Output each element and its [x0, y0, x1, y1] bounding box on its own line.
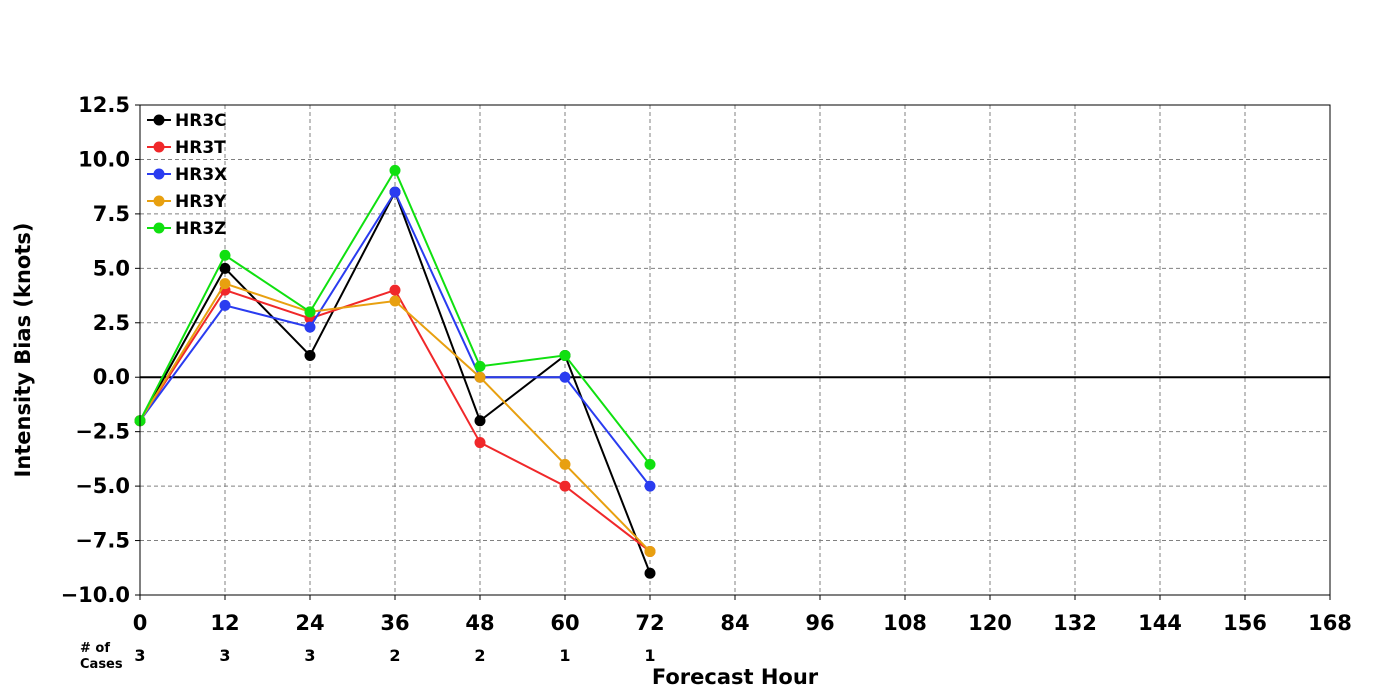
y-axis-title: Intensity Bias (knots) — [11, 223, 35, 478]
y-tick-label: 5.0 — [93, 256, 130, 280]
y-tick-label: −7.5 — [75, 529, 130, 553]
x-tick-label: 84 — [720, 611, 749, 635]
x-tick-label: 0 — [133, 611, 148, 635]
y-tick-label: 12.5 — [78, 93, 130, 117]
y-tick-label: −10.0 — [61, 583, 130, 607]
x-tick-label: 72 — [635, 611, 664, 635]
data-point — [559, 371, 571, 383]
x-tick-label: 108 — [883, 611, 927, 635]
data-point — [304, 306, 316, 318]
series-lines — [134, 164, 656, 579]
legend-label: HR3Y — [175, 192, 227, 212]
cases-count: 1 — [559, 646, 570, 665]
data-point — [219, 262, 231, 274]
legend-marker — [153, 195, 165, 207]
data-point — [474, 437, 486, 449]
cases-label-line2: Cases — [80, 657, 123, 672]
legend-marker — [153, 141, 165, 153]
legend-label: HR3Z — [175, 219, 226, 239]
y-tick-label: −2.5 — [75, 420, 130, 444]
x-tick-labels: 0 12 24 36 48 60 72 84 96 108 120 132 144 156 168 — [133, 595, 1352, 635]
cases-count: 3 — [134, 646, 145, 665]
y-tick-label: 0.0 — [93, 365, 130, 389]
x-tick-label: 24 — [295, 611, 324, 635]
data-point — [474, 415, 486, 427]
y-tick-label: 10.0 — [78, 147, 130, 171]
data-point — [644, 567, 656, 579]
data-point — [559, 480, 571, 492]
x-tick-label: 156 — [1223, 611, 1267, 635]
cases-count: 3 — [304, 646, 315, 665]
legend-marker — [153, 168, 165, 180]
y-tick-label: −5.0 — [75, 474, 130, 498]
y-tick-label: 7.5 — [93, 202, 130, 226]
legend-marker — [153, 114, 165, 126]
cases-count: 2 — [474, 646, 485, 665]
x-tick-label: 144 — [1138, 611, 1182, 635]
y-tick-labels: 12.5 10.0 7.5 5.0 2.5 0.0 −2.5 −5.0 −7.5 −10.0 — [61, 93, 140, 607]
x-tick-label: 36 — [380, 611, 409, 635]
data-point — [389, 186, 401, 198]
grid-lines — [140, 105, 1330, 595]
data-point — [389, 284, 401, 296]
data-point — [474, 371, 486, 383]
data-point — [559, 458, 571, 470]
legend-item-hr3z: HR3Z — [147, 219, 226, 239]
data-point — [644, 458, 656, 470]
legend: HR3C HR3T HR3X HR3Y HR3Z — [147, 111, 227, 239]
x-tick-label: 168 — [1308, 611, 1352, 635]
data-point — [219, 249, 231, 261]
legend-label: HR3C — [175, 111, 227, 131]
cases-label-line1: # of — [80, 641, 110, 656]
series-hr3z — [134, 164, 656, 470]
legend-item-hr3y: HR3Y — [147, 192, 227, 212]
data-point — [389, 164, 401, 176]
legend-label: HR3X — [175, 165, 227, 185]
legend-marker — [153, 222, 165, 234]
data-point — [474, 360, 486, 372]
data-point — [389, 295, 401, 307]
x-tick-label: 12 — [210, 611, 239, 635]
legend-item-hr3c: HR3C — [147, 111, 227, 131]
data-point — [219, 299, 231, 311]
y-tick-label: 2.5 — [93, 311, 130, 335]
data-point — [559, 349, 571, 361]
legend-item-hr3t: HR3T — [147, 138, 226, 158]
cases-count: 1 — [644, 646, 655, 665]
data-point — [644, 545, 656, 557]
data-point — [219, 278, 231, 290]
x-tick-label: 48 — [465, 611, 494, 635]
data-point — [304, 349, 316, 361]
cases-count: 2 — [389, 646, 400, 665]
legend-item-hr3x: HR3X — [147, 165, 227, 185]
cases-count: 3 — [219, 646, 230, 665]
data-point — [644, 480, 656, 492]
legend-label: HR3T — [175, 138, 226, 158]
x-tick-label: 60 — [550, 611, 579, 635]
x-axis-title: Forecast Hour — [652, 665, 819, 689]
cases-row: # of Cases 3 3 3 2 2 1 1 — [80, 641, 656, 672]
data-point — [304, 321, 316, 333]
x-tick-label: 96 — [805, 611, 834, 635]
x-tick-label: 120 — [968, 611, 1012, 635]
x-tick-label: 132 — [1053, 611, 1097, 635]
